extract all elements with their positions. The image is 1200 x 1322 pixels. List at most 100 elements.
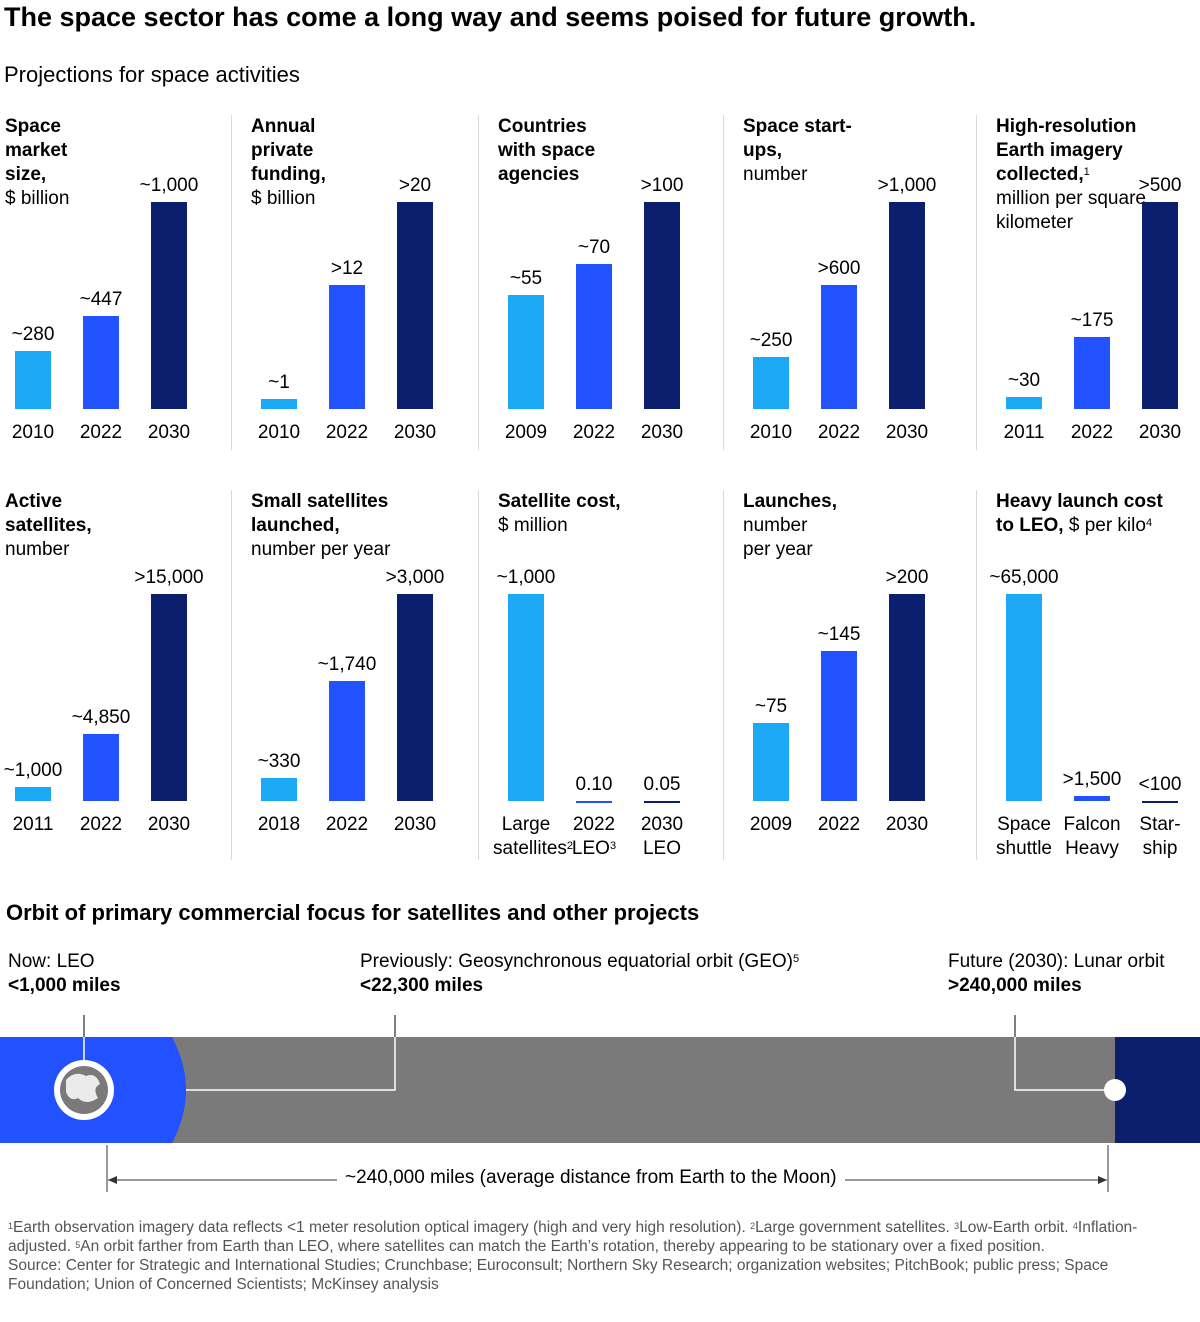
category-text: 2009 <box>749 814 793 835</box>
category-text: 2022 <box>325 814 369 835</box>
unit-text: number per year <box>743 515 813 560</box>
value-label: ~447 <box>79 289 123 311</box>
footnote-mark: 5 <box>75 1240 81 1250</box>
value-label: >1,500 <box>1062 769 1122 791</box>
chart-header: Annual private funding, $ billion <box>251 115 341 211</box>
bar-chart: Annual private funding, $ billion ~1 2010 >… <box>251 115 481 450</box>
bar <box>889 202 925 409</box>
category-text: 2030 LEO <box>640 814 684 859</box>
footnote-mark: 2 <box>750 1221 756 1231</box>
category-label: 2018 <box>246 813 312 837</box>
category-text: Large satellites <box>493 814 567 859</box>
category-text: 2010 <box>257 422 301 443</box>
value-label: <100 <box>1138 773 1182 795</box>
category-text: 2022 <box>572 422 616 443</box>
category-label: 2030 <box>136 813 202 837</box>
span-label: ~240,000 miles (average distance from Ea… <box>337 1167 845 1189</box>
value-label: ~145 <box>817 623 861 645</box>
chart-title: Active satellites, <box>5 491 92 536</box>
separator <box>723 490 724 860</box>
connector <box>1014 1015 1105 1091</box>
value-label: >1,000 <box>877 175 937 196</box>
bar <box>397 594 433 801</box>
bar <box>889 594 925 801</box>
category-text: 2022 <box>79 422 123 443</box>
stop-label: Now: LEO <box>8 951 95 972</box>
lunar-zone <box>1115 1037 1200 1143</box>
category-text: 2030 <box>640 422 684 443</box>
category-text: Falcon Heavy <box>1063 814 1121 859</box>
category-text: 2030 <box>393 814 437 835</box>
page-title: The space sector has come a long way and… <box>4 2 977 32</box>
unit-text: number <box>5 539 70 560</box>
value-label: ~65,000 <box>989 567 1059 588</box>
chart-unit: million per square kilometer <box>996 187 1146 235</box>
category-label: Space shuttle <box>991 813 1057 861</box>
value-label: ~55 <box>509 268 543 290</box>
bar-chart: Launches, number per year ~75 2009 ~145 2022… <box>743 490 973 860</box>
footnote-mark: 4 <box>1072 1221 1078 1231</box>
bar <box>644 800 680 803</box>
bar <box>329 680 365 801</box>
footnote-text: Inflation-adjusted. <box>8 1219 1138 1255</box>
value-label: >20 <box>398 175 432 196</box>
footnote-text: Large government satellites. <box>755 1219 950 1236</box>
chart-unit: $ billion <box>5 187 95 211</box>
value-label: ~1,000 <box>496 567 556 588</box>
category-text: 2022 <box>79 814 123 835</box>
category-label: 2030 <box>874 421 940 445</box>
footnote-mark: 3 <box>954 1221 960 1231</box>
unit-text: number per year <box>251 539 391 560</box>
source: Source: Center for Strategic and Interna… <box>8 1257 1109 1293</box>
earth-cloud <box>66 1073 100 1102</box>
category-text: 2010 <box>11 422 55 443</box>
chart-unit: number per year <box>743 514 838 562</box>
bar <box>576 800 612 803</box>
value-label: ~175 <box>1070 309 1114 331</box>
unit-text: number <box>743 164 808 185</box>
category-label: Falcon Heavy <box>1059 813 1125 861</box>
footnote-list: 1Earth observation imagery data reflects… <box>8 1219 1137 1255</box>
value-label: 0.05 <box>643 773 681 795</box>
bar <box>1006 396 1042 409</box>
category-text: Space shuttle <box>996 814 1052 859</box>
footnotes: 1Earth observation imagery data reflects… <box>8 1218 1193 1294</box>
category-text: 2018 <box>257 814 301 835</box>
bar-chart: Active satellites, number ~1,000 2011 ~4,85… <box>4 490 235 860</box>
value-label: ~250 <box>749 330 793 352</box>
category-text: 2022 <box>817 422 861 443</box>
value-label: ~30 <box>1007 369 1041 391</box>
chart-header: Space start-ups, number <box>743 115 853 187</box>
value-label: >12 <box>330 257 364 279</box>
chart-title: High-resolution Earth imagery collected, <box>996 116 1137 185</box>
bar <box>644 202 680 409</box>
value-label: >500 <box>1138 175 1182 196</box>
orbit-title: Orbit of primary commercial focus for sa… <box>6 900 700 925</box>
unit-text: $ billion <box>251 188 316 209</box>
chart-title: Satellite cost, <box>498 491 621 512</box>
category-label: 2011 <box>991 421 1057 445</box>
category-label: 2022 <box>1059 421 1125 445</box>
bar <box>753 723 789 801</box>
footnote-text: Earth observation imagery data reflects … <box>13 1219 746 1236</box>
category-label: 2022 LEO3 <box>561 813 627 861</box>
bar-chart: Small satellites launched, number per ye… <box>251 490 481 860</box>
footnote-text: Low-Earth orbit. <box>959 1219 1069 1236</box>
moon-icon <box>1104 1079 1126 1101</box>
unit-text: $ million <box>498 515 568 536</box>
bar-chart: Space start-ups, number ~250 2010 >600 2022 >… <box>743 115 973 450</box>
bar-chart: Satellite cost, $ million ~1,000 Large sat… <box>493 490 728 861</box>
category-text: 2030 <box>1138 422 1182 443</box>
category-label: 2030 <box>136 421 202 445</box>
bar <box>329 284 365 409</box>
chart-unit: $ per kilo4 <box>1069 515 1152 536</box>
category-label: 2030 <box>1127 421 1193 445</box>
category-label: 2030 <box>382 421 448 445</box>
unit-text: $ per kilo <box>1068 515 1146 536</box>
category-label: 2011 <box>0 813 66 837</box>
value-label: ~1,000 <box>139 175 199 196</box>
category-label: 2009 <box>738 813 804 837</box>
bar-chart: Heavy launch cost to LEO, $ per kilo4 ~65… <box>989 490 1200 861</box>
bar <box>508 295 544 409</box>
value-label: >15,000 <box>134 567 204 588</box>
